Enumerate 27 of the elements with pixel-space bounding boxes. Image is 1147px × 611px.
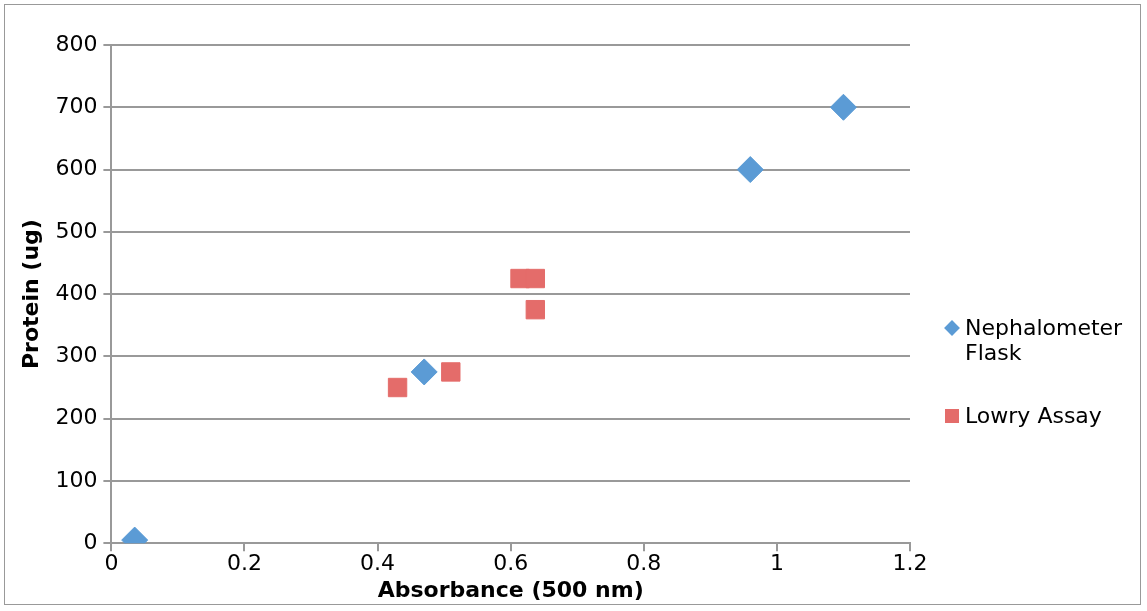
y-tick-label: 200 — [55, 404, 98, 430]
point — [829, 93, 857, 121]
point — [525, 268, 546, 289]
y-tick-label: 400 — [55, 279, 98, 305]
point — [387, 377, 408, 398]
point — [441, 362, 461, 382]
point — [410, 358, 438, 386]
x-tick-label: 0.6 — [493, 550, 529, 576]
legend-label: Lowry Assay — [965, 403, 1102, 428]
legend-label: Nephalometer Flask — [965, 315, 1124, 365]
x-tick-label: 0.8 — [626, 550, 662, 576]
x-tick-label: 1.2 — [892, 550, 928, 576]
y-axis-title: Protein (ug) — [17, 219, 43, 370]
x-tick-label: 1 — [769, 550, 784, 576]
y-tick-label: 600 — [55, 155, 98, 181]
point — [525, 299, 546, 320]
y-tick-label: 500 — [55, 217, 98, 243]
y-tick-label: 100 — [55, 466, 98, 492]
point — [736, 156, 764, 184]
x-tick-label: 0.2 — [226, 550, 262, 576]
y-tick-label: 0 — [83, 528, 98, 554]
y-tick-label: 300 — [55, 342, 98, 368]
y-tick-label: 800 — [55, 30, 98, 56]
y-tick-label: 700 — [55, 92, 98, 118]
x-tick-label: 0 — [104, 550, 119, 576]
x-axis-title: Absorbance (500 nm) — [377, 576, 644, 602]
x-tick-label: 0.4 — [360, 550, 396, 576]
